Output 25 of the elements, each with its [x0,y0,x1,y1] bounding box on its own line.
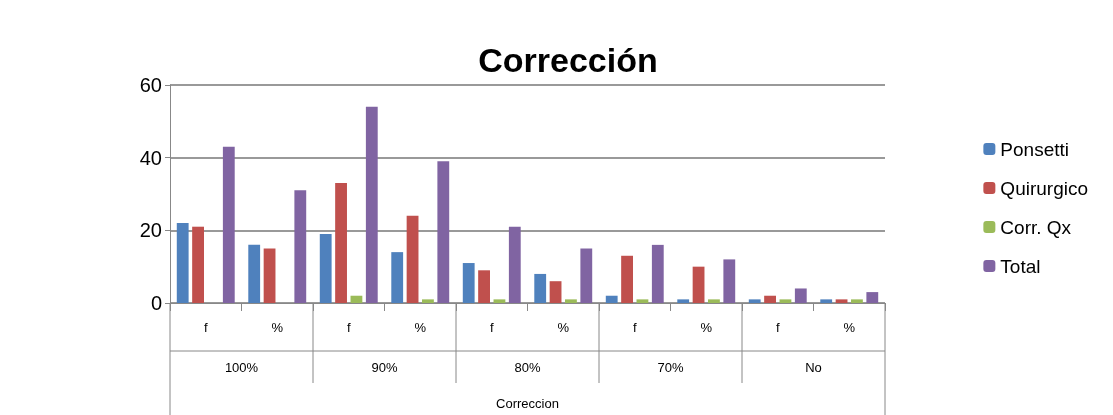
x-tick-label: % [414,320,427,335]
y-tick-label: 60 [139,74,162,96]
x-tick-label: f [632,320,637,335]
y-tick-label: 0 [150,292,162,314]
legend-label: Quirurgico [1000,177,1089,199]
text: No [805,359,822,375]
x-tick-label: % [843,320,856,335]
text: 70% [657,359,684,375]
x-tick-label: f [775,320,780,335]
x-tick-label: % [557,320,570,335]
x-tick-label: f [346,320,351,335]
x-tick-label: % [700,320,713,335]
x-tick-label: f [203,320,208,335]
legend-label: Total [1000,255,1041,277]
chart-title: Corrección [478,41,658,79]
x-tick-label: % [271,320,284,335]
legend-label: Corr. Qx [1000,216,1072,238]
legend-label: Ponsetti [1000,138,1070,160]
text: 100% [224,359,259,375]
text: 90% [371,359,398,375]
text: 80% [514,359,541,375]
y-tick-label: 40 [139,146,162,169]
text: Correccion [496,395,559,411]
y-tick-label: 20 [139,219,162,242]
x-tick-label: f [489,320,494,335]
